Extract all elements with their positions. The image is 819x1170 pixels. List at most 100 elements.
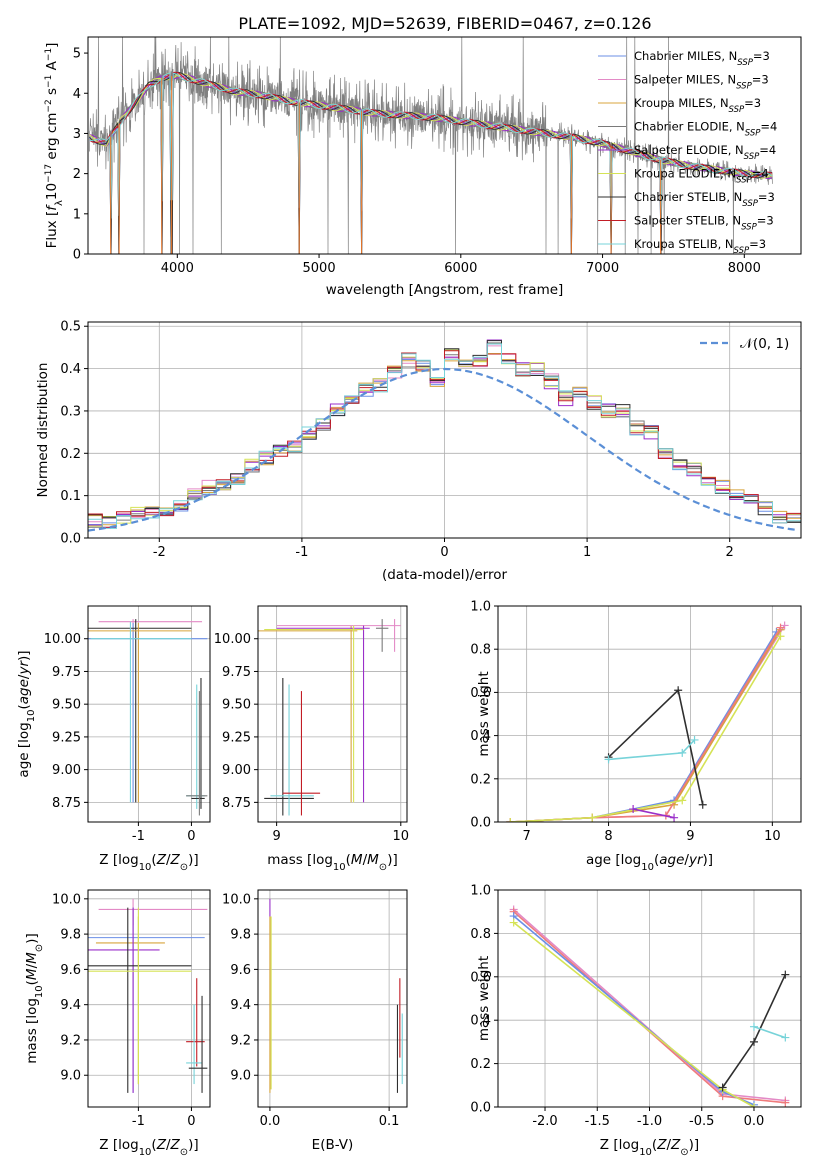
axes-frame (87, 36, 802, 255)
histogram-step (88, 343, 801, 529)
massweight-series-line (510, 627, 782, 822)
x-tick-label: 0 (187, 829, 195, 844)
y-tick-label: 10.0 (222, 892, 251, 907)
plot-area (88, 898, 208, 1093)
x-tick-label: 10 (764, 829, 781, 844)
x-tick-label: 6000 (444, 261, 477, 276)
x-axis-label: E(B-V) (312, 1137, 354, 1153)
x-tick-label: 5000 (303, 261, 336, 276)
point-marker (776, 632, 785, 641)
y-axis-label: mass weight (476, 671, 492, 756)
point-marker (588, 813, 597, 822)
model-spectrum-line (89, 71, 773, 254)
axes-frame (257, 605, 408, 823)
point-marker (718, 1083, 727, 1092)
y-tick-label: 9.75 (52, 665, 81, 680)
y-tick-label: 9.4 (230, 998, 251, 1013)
y-tick-label: 9.6 (230, 963, 251, 978)
plot-area (506, 621, 789, 822)
axes-frame (497, 605, 802, 823)
y-tick-label: 4 (73, 87, 81, 102)
x-tick-label: 0 (187, 1114, 195, 1129)
x-tick-label: 10 (393, 829, 410, 844)
y-tick-label: 10.00 (214, 632, 251, 647)
x-tick-label: 8000 (728, 261, 761, 276)
x-tick-label: 1 (583, 545, 591, 560)
x-axis-label: Z [log10(Z/Z⊙)] (99, 1137, 198, 1158)
y-tick-label: 9.6 (60, 963, 81, 978)
x-tick-label: 8 (604, 829, 612, 844)
y-tick-label: 0.3 (60, 404, 81, 419)
point-marker (670, 813, 679, 822)
model-spectrum-line (89, 73, 773, 254)
x-tick-label: 0.0 (744, 1114, 765, 1129)
model-spectrum-line (89, 72, 773, 226)
legend-label: Salpeter ELODIE, NSSP=4 (634, 143, 776, 162)
y-axis-label: age [log10(age/yr)] (16, 650, 37, 777)
x-tick-label: -1.5 (585, 1114, 610, 1129)
x-tick-label: -2.0 (532, 1114, 557, 1129)
y-tick-label: 0.4 (470, 1014, 491, 1029)
massweight-series-line (510, 629, 782, 822)
plot-area (509, 905, 790, 1107)
point-marker (509, 918, 518, 927)
point-marker (780, 621, 789, 630)
y-tick-label: 0.4 (470, 729, 491, 744)
y-tick-label: 10.00 (44, 632, 81, 647)
y-tick-label: 9.4 (60, 998, 81, 1013)
y-tick-label: 9.50 (52, 698, 81, 713)
massweight-series-line (632, 808, 675, 819)
x-tick-label: 7 (523, 829, 531, 844)
y-tick-label: 9.50 (222, 698, 251, 713)
y-tick-label: 5 (73, 47, 81, 62)
x-tick-label: -1 (132, 1114, 145, 1129)
x-axis-label: Z [log10(Z/Z⊙)] (99, 852, 198, 873)
point-marker (781, 1098, 790, 1107)
legend-label: Kroupa STELIB, NSSP=3 (634, 237, 766, 256)
x-tick-label: 0 (440, 545, 448, 560)
plot-area (258, 619, 401, 816)
y-tick-label: 0.6 (470, 970, 491, 985)
x-tick-label: 0.0 (260, 1114, 281, 1129)
point-marker (506, 818, 515, 822)
y-tick-label: 9.00 (52, 763, 81, 778)
spectrum-panel: 4000 5000 6000 7000 8000 0 1 2 3 4 5 Chabrier MILES… (44, 36, 802, 298)
x-tick-label: -0.5 (689, 1114, 714, 1129)
age-vs-mass-panel: 9 10 8.75 9.00 9.25 9.50 9.75 10.00 mass [log10(… (214, 605, 410, 873)
y-tick-label: 0.0 (470, 1101, 491, 1116)
x-tick-label: 2 (726, 545, 734, 560)
y-tick-label: 9.2 (230, 1033, 251, 1048)
histogram-step (88, 343, 801, 526)
y-tick-label: 1.0 (470, 600, 491, 615)
x-tick-label: 7000 (586, 261, 619, 276)
residual-panel: -2 -1 0 1 2 0.0 0.1 0.2 0.3 0.4 0.5 𝒩(0, 1) (data-mo… (35, 320, 802, 583)
x-axis-label: Z [log10(Z/Z⊙)] (600, 1137, 699, 1158)
y-tick-label: 9.00 (222, 763, 251, 778)
legend-label: Kroupa ELODIE, NSSP=4 (634, 167, 769, 186)
point-marker (678, 748, 687, 757)
legend-label: Chabrier STELIB, NSSP=3 (634, 190, 775, 209)
point-marker (749, 1022, 758, 1031)
y-tick-label: 8.75 (222, 796, 251, 811)
y-tick-label: 1.0 (470, 884, 491, 899)
y-tick-label: 9.75 (222, 665, 251, 680)
point-marker (690, 735, 699, 744)
y-tick-label: 8.75 (52, 796, 81, 811)
x-axis-label: mass [log10(M/M⊙)] (267, 852, 397, 873)
x-tick-label: 0.1 (379, 1114, 400, 1129)
legend-label: Salpeter STELIB, NSSP=3 (634, 214, 774, 233)
massweight-series-line (510, 631, 778, 822)
plot-area (88, 619, 208, 816)
axes-frame (87, 605, 211, 823)
legend-label: 𝒩(0, 1) (740, 336, 789, 352)
y-tick-label: 9.25 (222, 730, 251, 745)
y-tick-label: 0.4 (60, 362, 81, 377)
y-tick-label: 9.0 (60, 1069, 81, 1084)
x-axis-label: age [log10(age/yr)] (586, 852, 713, 873)
y-tick-label: 0.0 (60, 532, 81, 547)
x-tick-label: 9 (272, 829, 280, 844)
y-tick-label: 0.0 (470, 816, 491, 831)
y-tick-label: 1 (73, 207, 81, 222)
point-marker (781, 970, 790, 979)
y-tick-label: 3 (73, 127, 81, 142)
